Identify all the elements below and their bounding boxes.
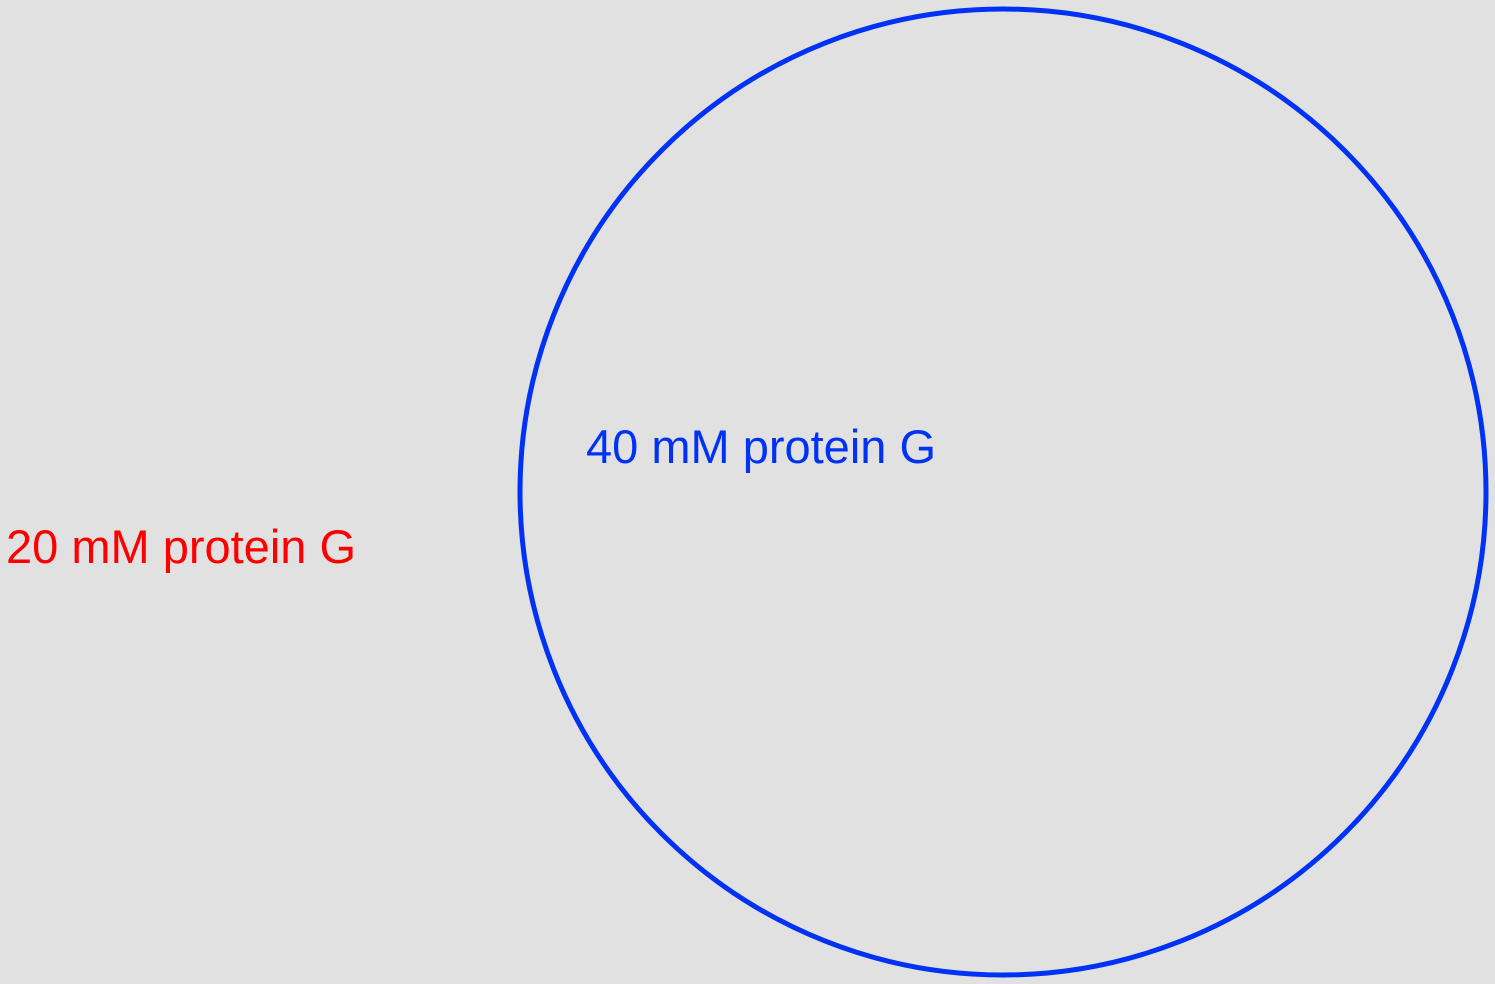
region-boundary-circle [517,6,1489,978]
outer-region-label: 20 mM protein G [6,520,357,573]
inner-region-label: 40 mM protein G [586,420,937,473]
